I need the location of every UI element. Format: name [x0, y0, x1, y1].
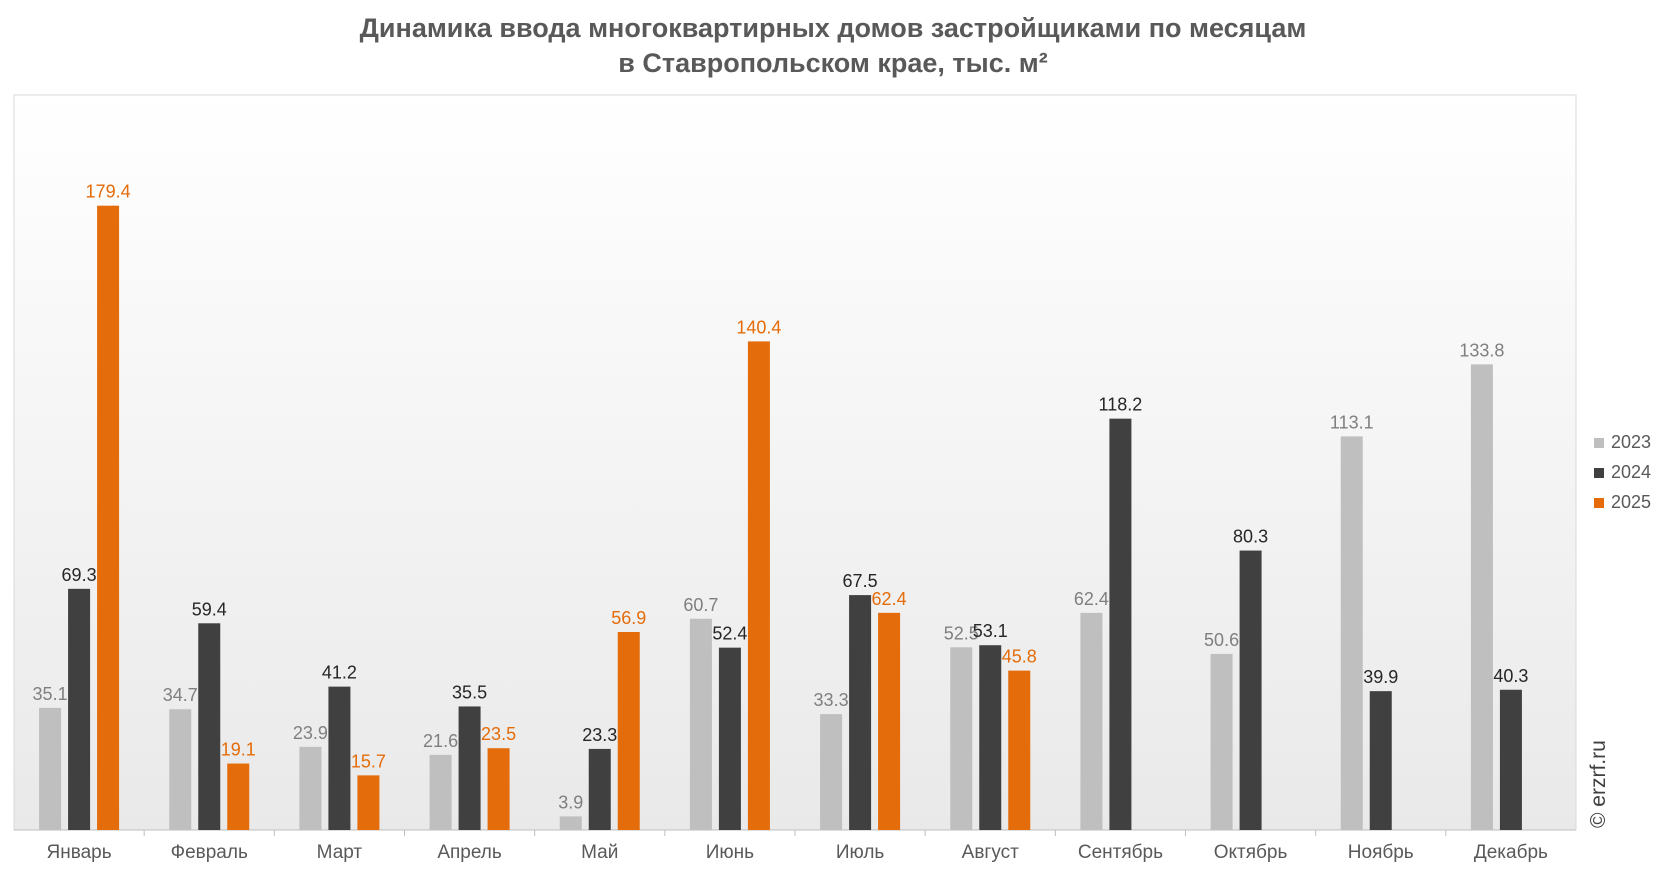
- x-tick-label: Июнь: [706, 842, 754, 863]
- bar-2024: [328, 686, 351, 830]
- value-label-2025: 140.4: [736, 317, 781, 337]
- bar-2024: [1109, 418, 1132, 830]
- bar-2023: [299, 746, 322, 830]
- value-label-2024: 52.4: [712, 624, 747, 644]
- value-label-2024: 67.5: [843, 571, 878, 591]
- x-tick-label: Март: [317, 842, 363, 863]
- value-label-2023: 21.6: [423, 731, 458, 751]
- bar-2023: [1340, 436, 1363, 830]
- value-label-2024: 39.9: [1363, 667, 1398, 687]
- value-label-2024: 35.5: [452, 682, 487, 702]
- bar-2023: [169, 709, 192, 830]
- value-label-2023: 50.6: [1204, 630, 1239, 650]
- value-label-2023: 133.8: [1459, 340, 1504, 360]
- value-label-2025: 45.8: [1002, 647, 1037, 667]
- bar-2024: [68, 588, 91, 830]
- bar-2024: [458, 706, 481, 830]
- legend-label-2023: 2023: [1611, 432, 1651, 452]
- value-label-2023: 33.3: [814, 690, 849, 710]
- x-tick-label: Октябрь: [1214, 842, 1288, 863]
- bar-2024: [849, 595, 872, 830]
- value-label-2023: 52.5: [944, 623, 979, 643]
- x-tick-label: Июль: [836, 842, 885, 863]
- legend: 2023 2024 2025: [1594, 432, 1651, 512]
- bar-2024: [718, 647, 741, 830]
- bar-2024: [1369, 691, 1392, 830]
- legend-swatch-2024: [1594, 468, 1604, 478]
- bar-2025: [878, 612, 901, 830]
- bar-2023: [39, 707, 62, 830]
- legend-swatch-2023: [1594, 438, 1604, 448]
- bar-2025: [747, 341, 770, 830]
- value-label-2025: 23.5: [481, 724, 516, 744]
- value-label-2023: 60.7: [683, 595, 718, 615]
- value-label-2024: 59.4: [192, 599, 227, 619]
- bar-2024: [588, 748, 611, 830]
- bar-2025: [617, 631, 640, 830]
- bar-2025: [227, 763, 250, 830]
- x-tick-label: Ноябрь: [1348, 842, 1414, 863]
- value-label-2024: 69.3: [62, 565, 97, 585]
- value-label-2025: 19.1: [221, 740, 256, 760]
- value-label-2023: 62.4: [1074, 589, 1109, 609]
- value-label-2024: 118.2: [1099, 395, 1143, 415]
- copyright-watermark: © erzrf.ru: [1587, 740, 1610, 828]
- value-label-2023: 34.7: [163, 685, 198, 705]
- x-tick-label: Сентябрь: [1078, 842, 1163, 863]
- x-tick-label: Декабрь: [1474, 842, 1548, 863]
- value-label-2023: 35.1: [33, 684, 68, 704]
- value-label-2023: 113.1: [1330, 412, 1374, 432]
- x-tick-labels: Январь Февраль Март Апрель Май Июнь Июль Август…: [47, 830, 1548, 863]
- value-label-2025: 15.7: [351, 751, 386, 771]
- bar-2024: [1499, 689, 1522, 830]
- value-label-2025: 56.9: [611, 608, 646, 628]
- bar-2025: [357, 775, 380, 830]
- x-tick-label: Апрель: [437, 842, 502, 863]
- bar-2023: [689, 618, 712, 830]
- bar-2023: [950, 647, 973, 830]
- x-tick-label: Январь: [47, 842, 112, 863]
- value-label-2025: 62.4: [872, 589, 907, 609]
- bar-2025: [97, 205, 120, 831]
- bar-2023: [559, 816, 582, 830]
- value-label-2023: 23.9: [293, 723, 328, 743]
- bar-2023: [1470, 364, 1493, 830]
- bar-2023: [1080, 612, 1103, 830]
- chart-subtitle: в Ставропольском крае, тыс. м²: [618, 48, 1047, 78]
- value-label-2024: 40.3: [1493, 666, 1528, 686]
- plot-area: [13, 94, 1577, 831]
- legend-label-2025: 2025: [1611, 492, 1651, 512]
- chart-title: Динамика ввода многоквартирных домов зас…: [360, 13, 1307, 43]
- legend-label-2024: 2024: [1611, 462, 1651, 482]
- value-label-2024: 53.1: [973, 621, 1008, 641]
- x-tick-label: Август: [962, 842, 1019, 863]
- bars-layer: [39, 205, 1522, 831]
- bar-2024: [198, 623, 221, 830]
- bar-2025: [487, 748, 510, 830]
- value-label-2024: 80.3: [1233, 527, 1268, 547]
- value-label-2025: 179.4: [86, 182, 131, 202]
- bar-2023: [820, 714, 843, 830]
- bar-2023: [1210, 653, 1233, 830]
- legend-swatch-2025: [1594, 498, 1604, 508]
- x-tick-label: Февраль: [171, 842, 248, 863]
- value-label-2024: 23.3: [582, 725, 617, 745]
- bar-2025: [1008, 670, 1031, 830]
- bar-2023: [429, 754, 452, 830]
- x-tick-label: Май: [581, 842, 618, 863]
- value-label-2023: 3.9: [558, 792, 583, 812]
- value-labels-layer: 35.1 69.3 179.4 34.7 59.4 19.1 23.9 41.2 15.7 21.…: [33, 182, 1529, 813]
- bar-2024: [1239, 550, 1262, 830]
- value-label-2024: 41.2: [322, 663, 357, 683]
- bar-2024: [979, 645, 1002, 830]
